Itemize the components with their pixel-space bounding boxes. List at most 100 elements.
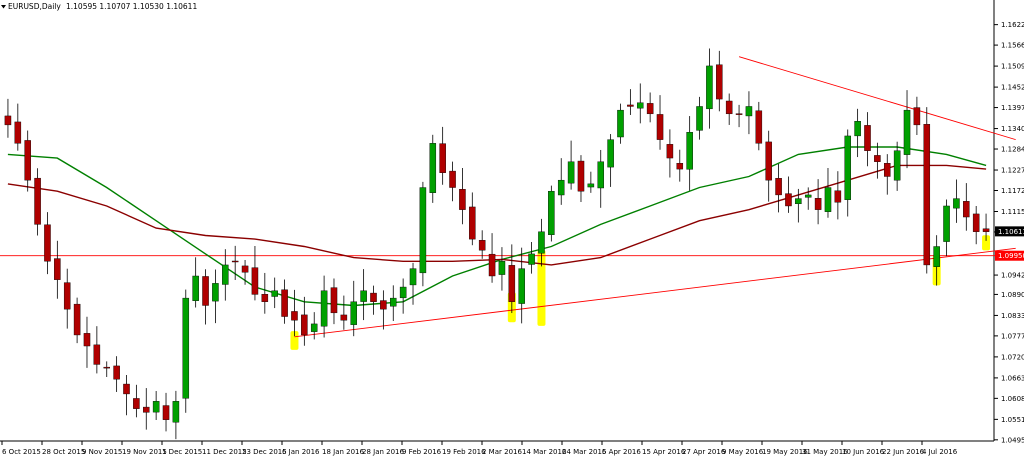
x-tick-label: 22 Jun 2016 [882,448,925,456]
candle-body-65 [636,102,644,109]
candle-body-40 [389,297,397,307]
x-tick-label: 27 Apr 2016 [682,448,726,456]
x-tick-label: 28 Oct 2015 [42,448,85,456]
x-tick-label: 6 Oct 2015 [2,448,41,456]
candle-body-16 [152,401,160,413]
x-tick-label: 19 May 2016 [762,448,808,456]
candle-body-79 [775,178,782,196]
candle-body-89 [874,155,881,162]
candle-body-82 [804,194,812,198]
candle-body-42 [409,268,417,286]
candle-body-34 [330,287,338,314]
candle-body-28 [271,290,278,297]
triangle-down-icon[interactable] [1,5,6,9]
candle-body-70 [686,132,693,170]
candle-body-69 [676,163,684,170]
y-tick-label: 1.16220 [1001,21,1024,29]
candle-body-87 [854,121,861,137]
candle-body-58 [567,161,575,184]
x-tick-label: 23 Dec 2015 [242,448,287,456]
y-tick-label: 1.06635 [1001,374,1024,382]
candle-body-48 [469,206,476,240]
candle-body-25 [241,265,249,273]
candle-body-4 [34,177,41,225]
candle-body-93 [913,107,921,126]
candle-body-86 [844,135,852,200]
candle-body-20 [192,275,199,301]
candle-body-94 [923,124,931,266]
highlight-marker-1 [290,331,299,350]
candle-body-15 [142,406,150,413]
candle-body-85 [834,190,842,203]
y-tick-label: 1.12845 [1001,146,1024,154]
candle-body-19 [182,297,190,399]
candle-body-31 [301,314,308,336]
support-level-badge-bg [995,250,1024,261]
candle-body-33 [320,290,328,327]
candle-body-50 [488,253,496,277]
candle-body-67 [656,114,664,140]
x-tick-label: 9 May 2016 [722,448,764,456]
candle-body-84 [824,187,832,212]
candle-body-73 [716,64,723,100]
y-tick-label: 1.15095 [1001,63,1024,71]
candle-body-46 [449,170,456,188]
candle-body-12 [113,365,120,380]
y-tick-label: 1.13400 [1001,125,1024,133]
candle-body-18 [172,401,180,423]
candle-body-95 [933,246,940,267]
candle-body-1 [4,115,12,126]
y-tick-label: 1.05510 [1001,416,1024,424]
candle-body-97 [953,198,960,209]
candle-body-7 [63,282,71,310]
symbol-label: EURUSD,Daily [8,2,61,11]
x-tick-label: 19 Nov 2015 [122,448,167,456]
candle-body-29 [281,289,288,317]
candle-body-75 [735,113,743,115]
y-tick-label: 1.04955 [1001,436,1024,444]
candle-body-3 [24,140,31,181]
candlestick-group [4,48,990,440]
current-price-badge: 1.10611 [998,228,1024,236]
x-tick-label: 1 Dec 2015 [162,448,202,456]
y-tick-label: 1.06080 [1001,395,1024,403]
candle-body-47 [459,189,466,210]
ohlc-readout: 1.10595 1.10707 1.10530 1.10611 [66,2,197,11]
y-tick-label: 1.11150 [1001,208,1024,216]
candle-body-2 [14,121,22,144]
candle-body-51 [498,261,506,275]
candle-body-8 [73,303,81,336]
y-tick-label: 1.07205 [1001,353,1024,361]
y-tick-label: 1.09425 [1001,272,1024,280]
candle-body-80 [785,193,792,207]
y-tick-label: 1.14525 [1001,84,1024,92]
candle-body-60 [587,183,595,188]
y-tick-label: 1.07775 [1001,332,1024,340]
candle-body-52 [508,265,516,302]
candle-body-64 [627,104,634,107]
y-tick-label: 1.08330 [1001,312,1024,320]
x-tick-label: 24 Mar 2016 [562,448,607,456]
x-tick-label: 15 Apr 2016 [642,448,686,456]
x-tick-label: 2 Mar 2016 [482,448,522,456]
y-tick-label: 1.12275 [1001,167,1024,175]
candle-body-72 [706,65,713,110]
candle-body-68 [666,144,674,159]
candle-body-54 [528,253,535,265]
candle-body-77 [755,110,763,144]
candle-body-71 [696,106,703,131]
candle-body-37 [360,290,367,302]
x-tick-label: 19 Feb 2016 [442,448,486,456]
x-tick-label: 9 Feb 2016 [402,448,442,456]
candle-body-59 [577,160,585,192]
x-tick-label: 14 Mar 2016 [522,448,567,456]
x-tick-label: 11 Dec 2015 [202,448,247,456]
candle-body-30 [291,311,298,321]
x-tick-label: 10 Jun 2016 [842,448,885,456]
candle-body-24 [231,260,239,263]
current-price-badge-bg [995,226,1024,237]
candle-body-41 [399,286,407,299]
